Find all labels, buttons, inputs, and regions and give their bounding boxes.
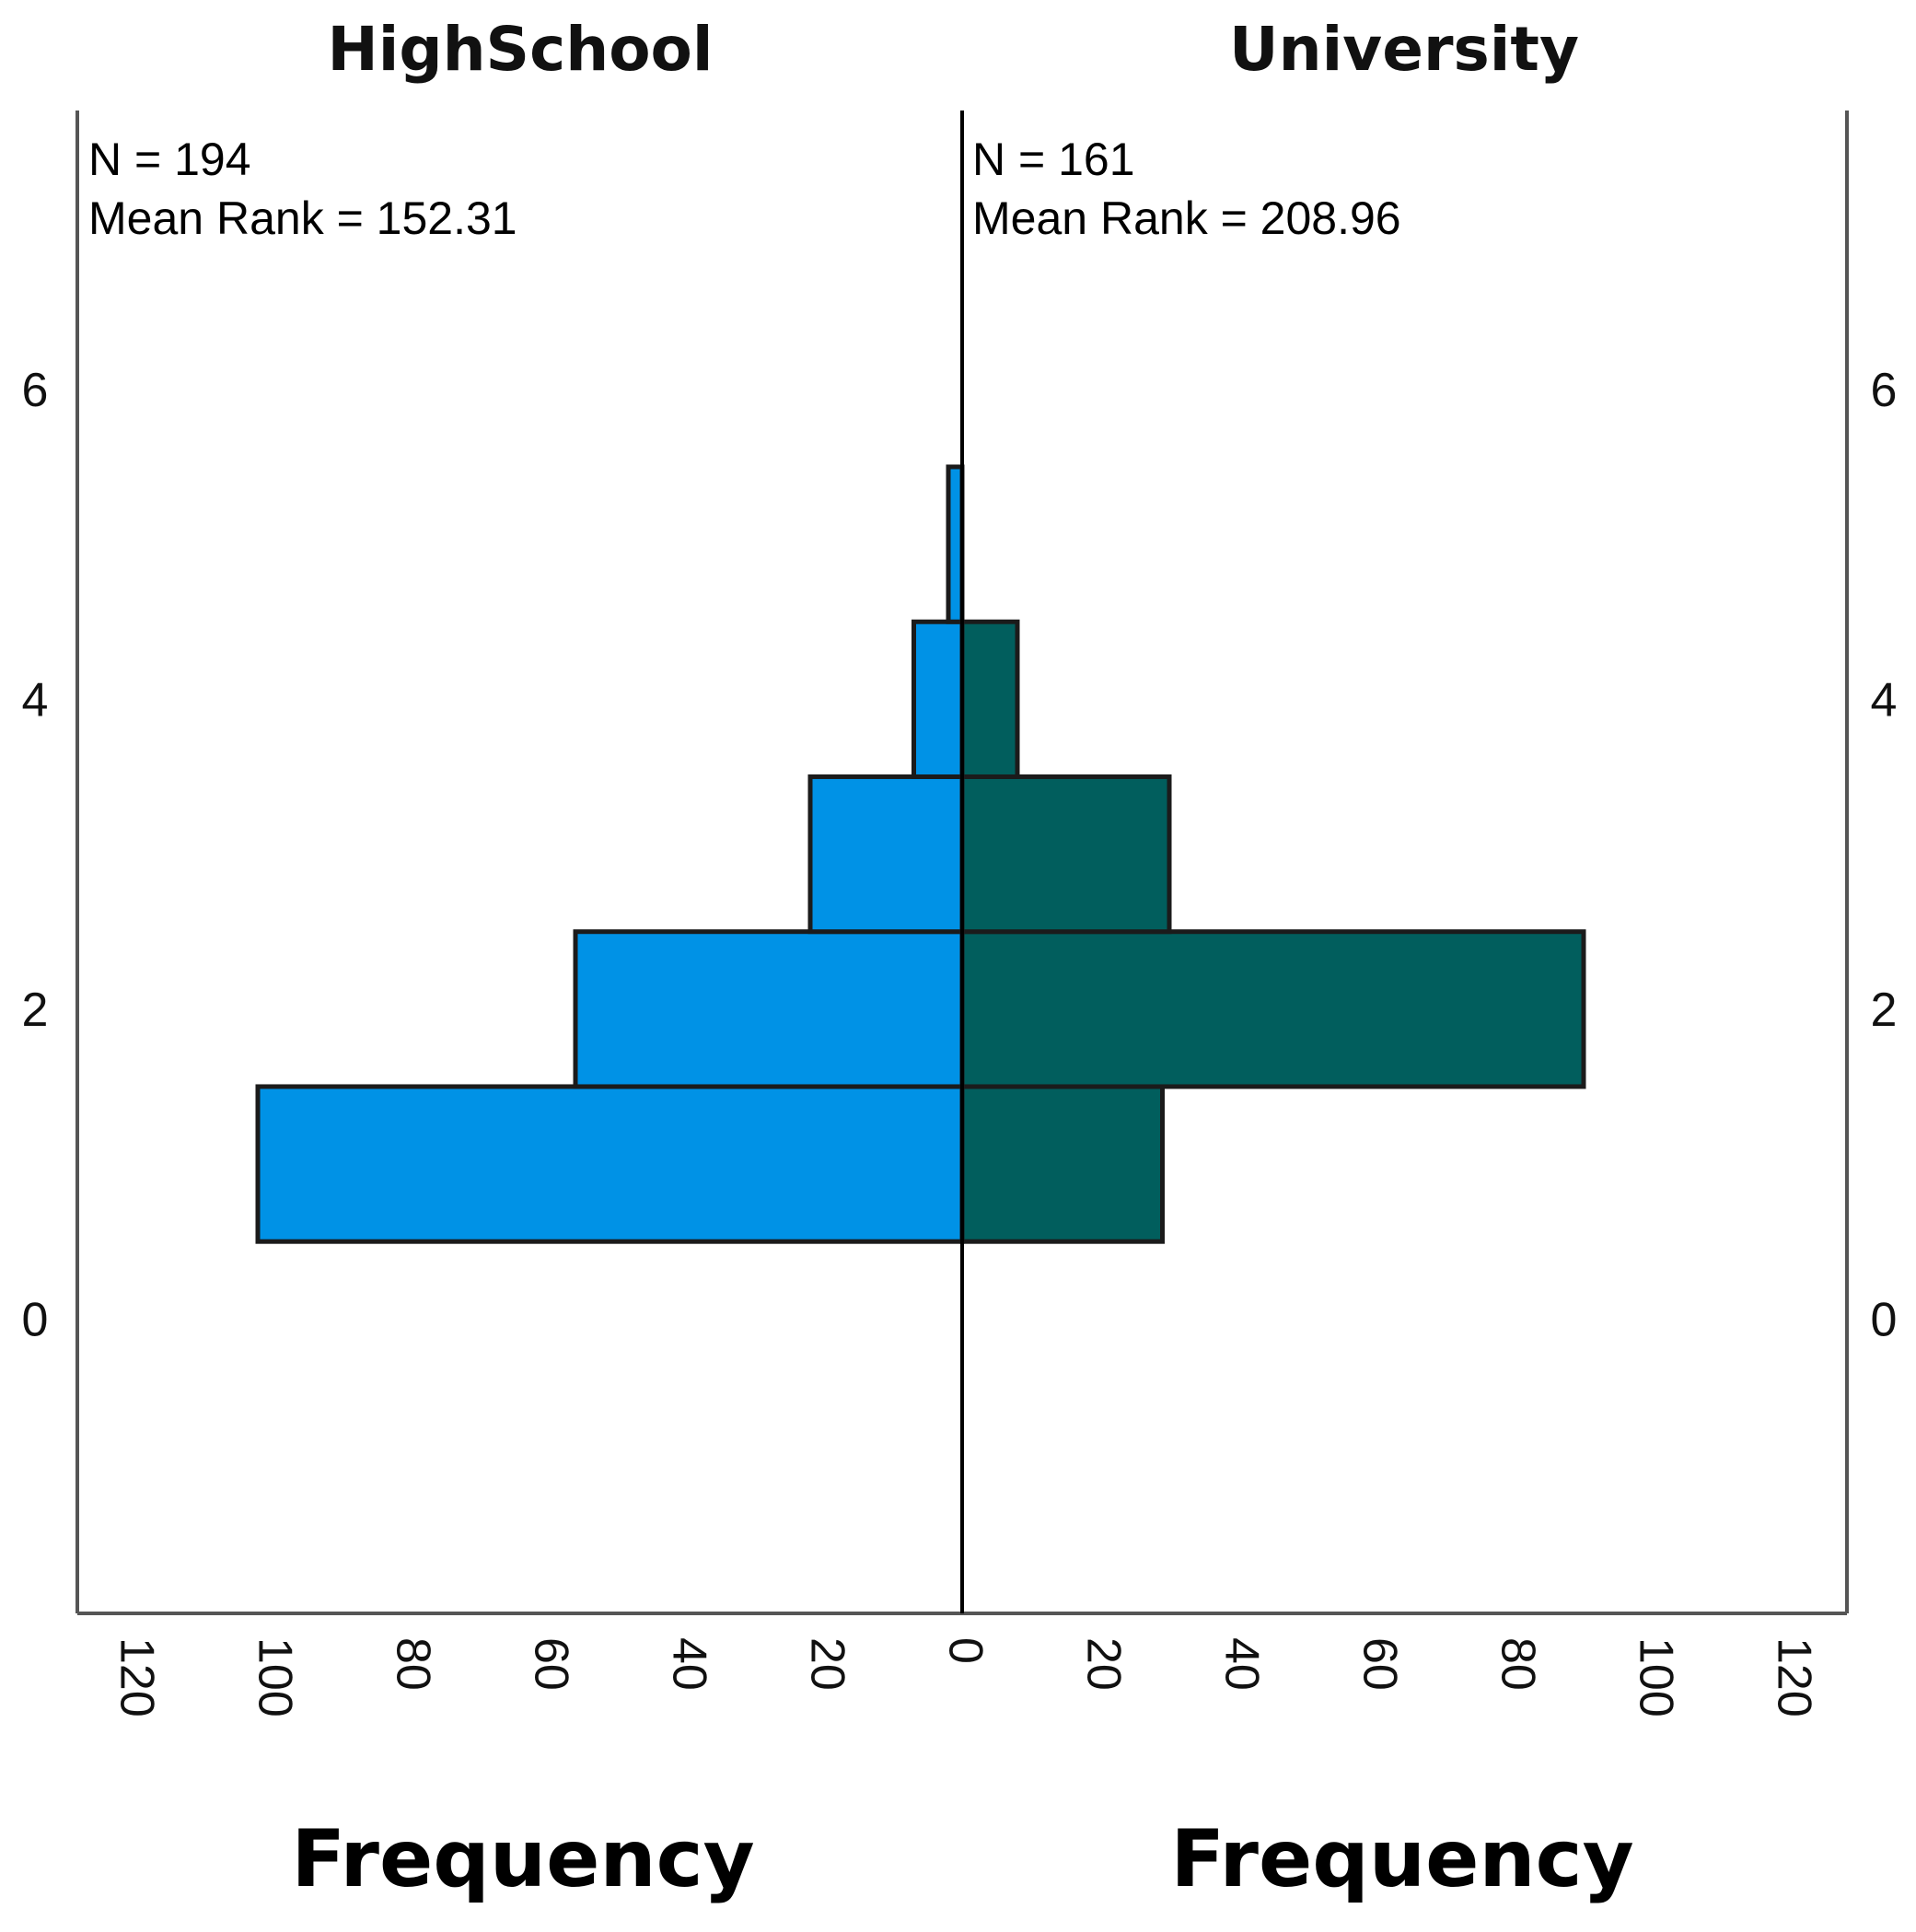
bars-layer [255, 111, 1586, 1613]
university-n-label: N = 161 [972, 134, 1135, 185]
x-tick-center-0: 0 [938, 1637, 992, 1664]
x-tick-right-80: 80 [1491, 1637, 1544, 1691]
y-tick-right-4: 4 [1871, 673, 1898, 727]
y-tick-left-6: 6 [22, 364, 49, 417]
x-axis-title-left: Frequency [291, 1813, 754, 1905]
bar-highschool-4 [912, 619, 965, 779]
x-tick-left-80: 80 [386, 1637, 439, 1691]
y-tick-right-2: 2 [1871, 983, 1898, 1037]
x-axis-title-right: Frequency [1170, 1813, 1633, 1905]
bar-highschool-1 [255, 1084, 965, 1244]
x-tick-right-40: 40 [1214, 1637, 1268, 1691]
bar-university-3 [959, 774, 1172, 935]
x-tick-right-20: 20 [1076, 1637, 1130, 1691]
y-tick-left-4: 4 [22, 673, 49, 727]
x-tick-right-60: 60 [1353, 1637, 1406, 1691]
x-tick-left-40: 40 [662, 1637, 715, 1691]
bar-university-4 [959, 619, 1020, 779]
x-tick-right-120: 120 [1767, 1637, 1820, 1717]
y-tick-left-0: 0 [22, 1293, 49, 1346]
y-tick-right-6: 6 [1871, 364, 1898, 417]
x-tick-left-20: 20 [800, 1637, 853, 1691]
highschool-mean-rank-label: Mean Rank = 152.31 [88, 192, 517, 244]
bar-university-1 [959, 1084, 1165, 1244]
highschool-n-label: N = 194 [88, 134, 251, 185]
x-tick-left-100: 100 [248, 1637, 301, 1717]
y-tick-left-2: 2 [22, 983, 49, 1037]
x-tick-left-60: 60 [524, 1637, 577, 1691]
bar-highschool-3 [807, 774, 965, 935]
group-title-highschool: HighSchool [327, 14, 713, 85]
bar-highschool-5 [946, 464, 965, 624]
x-tick-left-120: 120 [110, 1637, 163, 1717]
y-tick-right-0: 0 [1871, 1293, 1898, 1346]
bar-highschool-2 [573, 929, 965, 1089]
bar-university-2 [959, 929, 1586, 1089]
group-title-university: University [1229, 14, 1579, 85]
x-tick-right-100: 100 [1629, 1637, 1682, 1717]
university-mean-rank-label: Mean Rank = 208.96 [972, 192, 1401, 244]
